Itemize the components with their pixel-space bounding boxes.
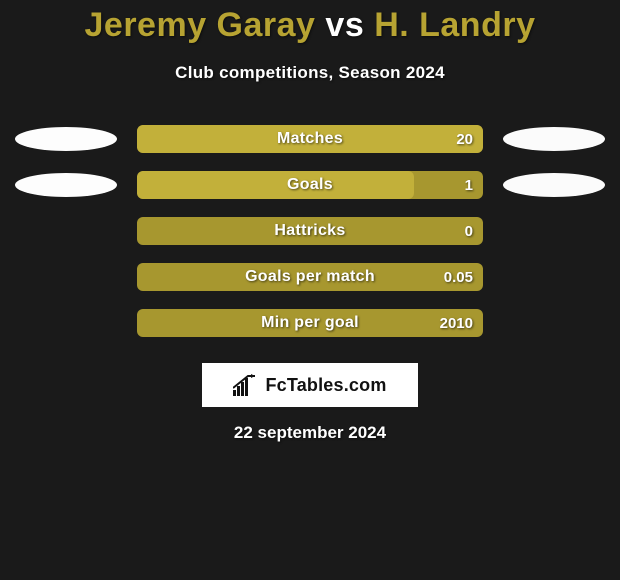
stat-bar-label: Goals per match bbox=[137, 263, 483, 291]
stat-bar-value: 0.05 bbox=[444, 263, 473, 291]
stat-bar-value: 2010 bbox=[440, 309, 473, 337]
player2-indicator-oval bbox=[503, 127, 605, 151]
stat-bar: Goals 1 bbox=[137, 171, 483, 199]
page-title: Jeremy Garay vs H. Landry bbox=[0, 6, 620, 45]
stat-bar: Min per goal 2010 bbox=[137, 309, 483, 337]
stat-row: Matches 20 bbox=[0, 125, 620, 153]
oval-spacer bbox=[15, 265, 117, 289]
title-vs: vs bbox=[325, 6, 364, 44]
oval-spacer bbox=[503, 219, 605, 243]
stat-bar: Matches 20 bbox=[137, 125, 483, 153]
date-label: 22 september 2024 bbox=[0, 423, 620, 443]
oval-spacer bbox=[15, 219, 117, 243]
oval-spacer bbox=[15, 311, 117, 335]
logo-text: FcTables.com bbox=[265, 375, 386, 396]
stat-row: Min per goal 2010 bbox=[0, 309, 620, 337]
stat-bar-label: Matches bbox=[137, 125, 483, 153]
stat-row: Goals 1 bbox=[0, 171, 620, 199]
player2-indicator-oval bbox=[503, 173, 605, 197]
stat-bar-label: Goals bbox=[137, 171, 483, 199]
stat-bar-label: Min per goal bbox=[137, 309, 483, 337]
stat-row: Goals per match 0.05 bbox=[0, 263, 620, 291]
stat-bar: Goals per match 0.05 bbox=[137, 263, 483, 291]
title-player2: H. Landry bbox=[374, 6, 535, 44]
oval-spacer bbox=[503, 311, 605, 335]
stat-bar: Hattricks 0 bbox=[137, 217, 483, 245]
comparison-card: Jeremy Garay vs H. Landry Club competiti… bbox=[0, 0, 620, 580]
stat-bar-value: 1 bbox=[465, 171, 473, 199]
title-player1: Jeremy Garay bbox=[85, 6, 316, 44]
oval-spacer bbox=[503, 265, 605, 289]
player1-indicator-oval bbox=[15, 127, 117, 151]
stat-row: Hattricks 0 bbox=[0, 217, 620, 245]
stat-rows: Matches 20 Goals 1 Hattricks 0 bbox=[0, 125, 620, 337]
stat-bar-value: 20 bbox=[456, 125, 473, 153]
player1-indicator-oval bbox=[15, 173, 117, 197]
subtitle: Club competitions, Season 2024 bbox=[0, 63, 620, 83]
fctables-logo-icon bbox=[233, 374, 259, 396]
stat-bar-value: 0 bbox=[465, 217, 473, 245]
stat-bar-label: Hattricks bbox=[137, 217, 483, 245]
logo-box: FcTables.com bbox=[202, 363, 418, 407]
